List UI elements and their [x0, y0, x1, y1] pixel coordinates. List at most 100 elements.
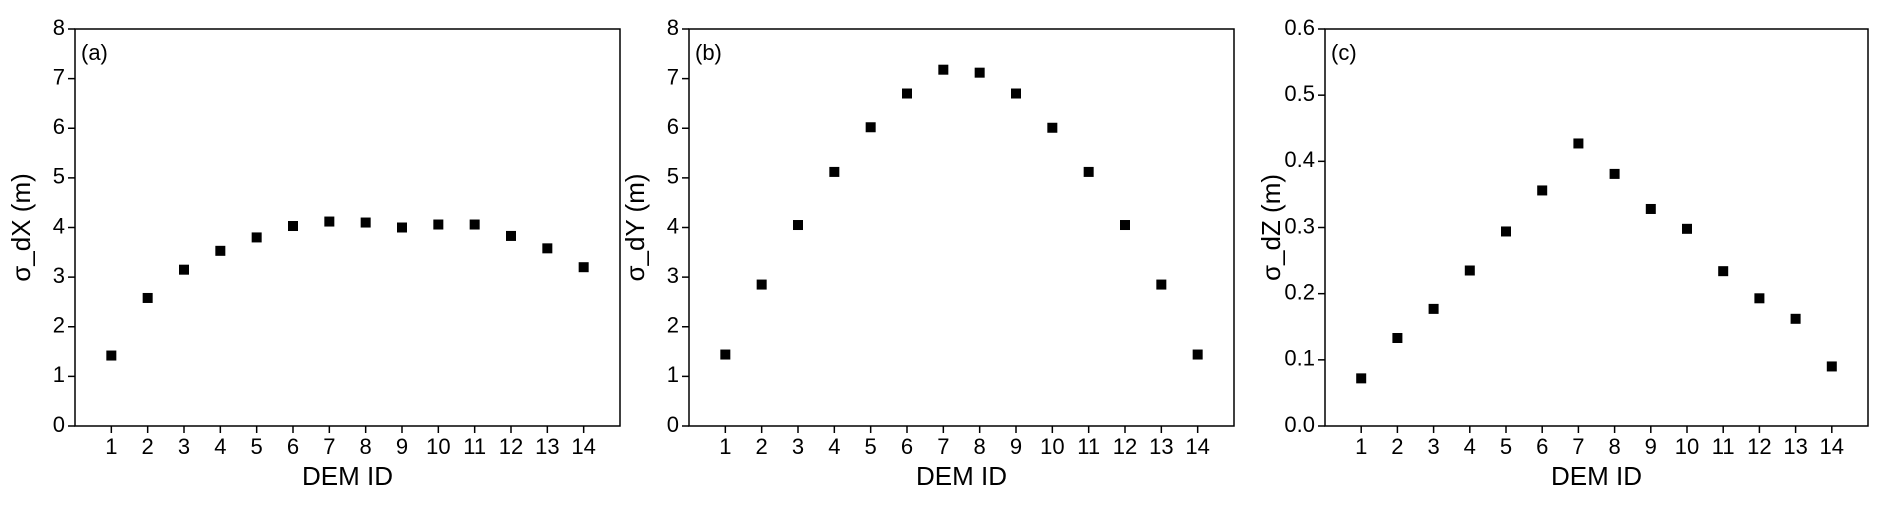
x-tick-label: 7 [937, 434, 949, 459]
y-tick-label: 0.5 [1284, 81, 1315, 106]
x-tick-label: 7 [1572, 434, 1584, 459]
point [1156, 279, 1167, 290]
y-tick-label: 0 [53, 412, 65, 437]
panel-annotation: (c) [1331, 40, 1357, 65]
point [215, 245, 226, 256]
y-tick-label: 1 [53, 362, 65, 387]
x-tick-label: 9 [1645, 434, 1657, 459]
point [974, 67, 985, 78]
point [1682, 223, 1692, 234]
point [1192, 349, 1203, 360]
point [433, 219, 444, 230]
x-tick-label: 12 [1747, 434, 1771, 459]
y-axis-label: σ_dX (m) [6, 173, 36, 282]
x-tick-label: 1 [1355, 434, 1367, 459]
y-tick-label: 7 [667, 64, 679, 89]
x-tick-label: 14 [1185, 434, 1209, 459]
x-tick-label: 1 [719, 434, 731, 459]
x-tick-label: 9 [396, 434, 408, 459]
x-tick-label: 14 [571, 434, 595, 459]
point [142, 292, 153, 303]
x-tick-label: 3 [1427, 434, 1439, 459]
point [1047, 122, 1058, 133]
x-tick-label: 12 [499, 434, 523, 459]
point [360, 217, 371, 228]
y-tick-label: 3 [667, 263, 679, 288]
point [1464, 265, 1475, 276]
point [793, 220, 803, 231]
point [179, 264, 189, 275]
y-tick-label: 0.0 [1284, 412, 1315, 437]
panel-annotation: (a) [81, 40, 108, 65]
point [542, 243, 553, 254]
x-tick-label: 8 [360, 434, 372, 459]
x-tick-label: 3 [792, 434, 804, 459]
y-tick-label: 0.6 [1284, 15, 1315, 40]
x-tick-label: 6 [901, 434, 913, 459]
x-tick-label: 14 [1820, 434, 1844, 459]
y-axis-label: σ_dZ (m) [1256, 174, 1286, 281]
point [865, 122, 876, 133]
point [578, 262, 589, 273]
point [1537, 185, 1548, 196]
point [1718, 266, 1729, 277]
point [506, 230, 516, 241]
point [1754, 293, 1765, 304]
point [469, 219, 480, 230]
y-tick-label: 8 [667, 15, 679, 40]
point [397, 222, 407, 233]
plot-frame [688, 28, 1235, 427]
x-tick-label: 5 [865, 434, 877, 459]
point [288, 221, 298, 232]
y-tick-label: 6 [667, 114, 679, 139]
y-tick-label: 0.3 [1284, 213, 1315, 238]
x-tick-label: 12 [1113, 434, 1137, 459]
x-tick-label: 5 [251, 434, 263, 459]
y-tick-label: 0 [667, 412, 679, 437]
x-tick-label: 4 [828, 434, 840, 459]
point [1645, 203, 1656, 214]
x-tick-label: 13 [1783, 434, 1807, 459]
x-tick-label: 6 [287, 434, 299, 459]
x-tick-label: 13 [535, 434, 559, 459]
point [251, 232, 262, 243]
x-tick-label: 11 [463, 434, 486, 459]
point [1392, 332, 1403, 343]
x-axis-label: DEM ID [916, 461, 1007, 491]
y-tick-label: 2 [53, 313, 65, 338]
y-tick-label: 0.2 [1284, 279, 1315, 304]
x-tick-label: 10 [426, 434, 450, 459]
x-tick-label: 8 [1608, 434, 1620, 459]
point [106, 350, 117, 361]
y-tick-label: 0.1 [1284, 346, 1315, 371]
point [829, 166, 840, 177]
y-tick-label: 1 [667, 362, 679, 387]
x-axis-label: DEM ID [302, 461, 393, 491]
point [1573, 138, 1584, 149]
x-axis-label: DEM ID [1551, 461, 1642, 491]
point [902, 88, 912, 99]
x-tick-label: 4 [1464, 434, 1476, 459]
y-tick-label: 4 [667, 213, 679, 238]
point [324, 216, 335, 227]
point [1826, 361, 1837, 372]
x-tick-label: 11 [1712, 434, 1735, 459]
point [938, 64, 949, 75]
y-tick-label: 7 [53, 64, 65, 89]
point [1356, 373, 1367, 384]
plot-frame [1324, 28, 1869, 427]
panel-annotation: (b) [695, 40, 722, 65]
x-tick-label: 6 [1536, 434, 1548, 459]
point [1501, 226, 1511, 237]
point [1011, 88, 1021, 99]
point [1083, 166, 1094, 177]
y-axis-label: σ_dY (m) [620, 173, 650, 281]
x-tick-label: 5 [1500, 434, 1512, 459]
x-tick-label: 13 [1149, 434, 1173, 459]
x-tick-label: 10 [1675, 434, 1699, 459]
x-tick-label: 10 [1040, 434, 1064, 459]
y-tick-label: 8 [53, 15, 65, 40]
point [1120, 220, 1130, 231]
point [756, 279, 767, 290]
y-tick-label: 2 [667, 313, 679, 338]
